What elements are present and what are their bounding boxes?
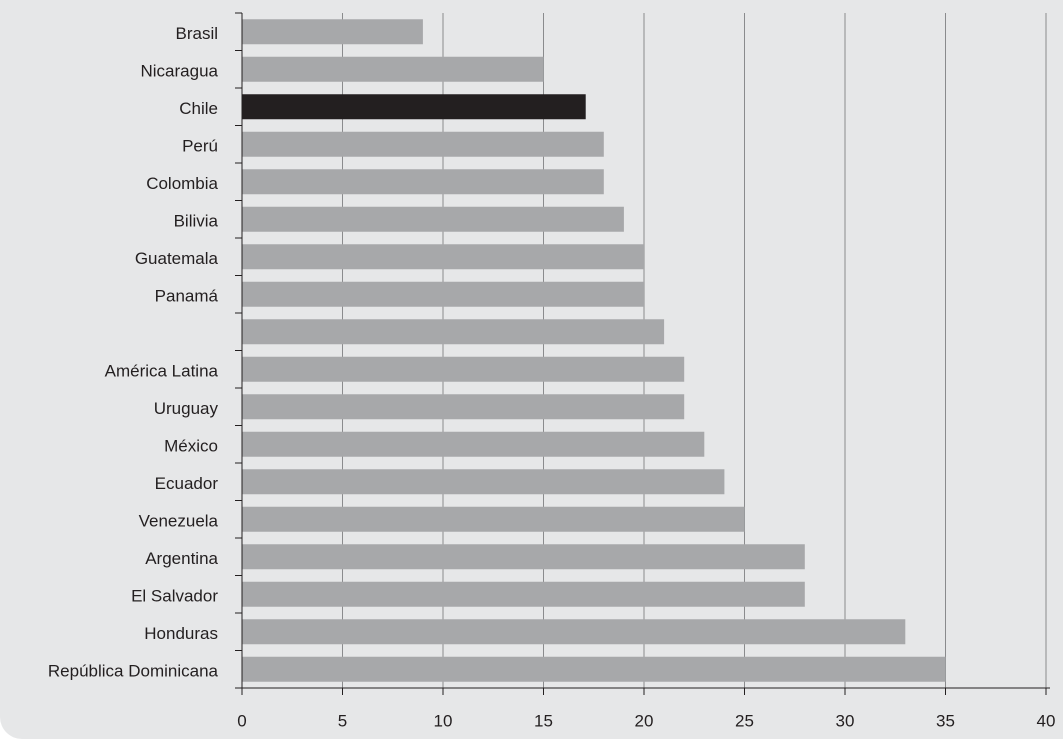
y-tick-label: Brasil [175, 24, 218, 43]
x-tick-label: 15 [534, 711, 553, 730]
bar [242, 281, 644, 307]
x-tick-label: 10 [434, 711, 453, 730]
y-tick-label: República Dominicana [48, 662, 219, 681]
bar [242, 581, 805, 607]
x-tick-label: 5 [338, 711, 347, 730]
y-tick-label: Colombia [146, 174, 218, 193]
y-tick-label: Panamá [155, 287, 219, 306]
bar [242, 244, 644, 270]
bar [242, 469, 725, 495]
y-tick-label: Nicaragua [141, 62, 219, 81]
x-tick-label: 40 [1037, 711, 1056, 730]
y-tick-label: Bilivia [174, 212, 219, 231]
y-tick-label: Venezuela [139, 512, 219, 531]
bar [242, 206, 624, 232]
bar [242, 544, 805, 570]
bar [242, 169, 604, 195]
bar [242, 656, 946, 682]
bar [242, 56, 544, 82]
y-tick-label: México [164, 437, 218, 456]
x-tick-label: 30 [836, 711, 855, 730]
bar [242, 131, 604, 157]
bar [242, 619, 906, 645]
bar [242, 394, 685, 420]
x-tick-label: 0 [237, 711, 246, 730]
y-tick-label: Honduras [144, 624, 218, 643]
x-tick-label: 25 [735, 711, 754, 730]
bar [242, 431, 705, 457]
y-tick-label: Uruguay [154, 399, 219, 418]
bar [242, 356, 685, 382]
bar [242, 19, 423, 45]
y-tick-label: El Salvador [131, 587, 218, 606]
x-tick-label: 35 [936, 711, 955, 730]
y-tick-label: Ecuador [155, 474, 219, 493]
y-tick-label: América Latina [105, 362, 219, 381]
y-tick-label: Guatemala [135, 249, 219, 268]
y-tick-label: Argentina [145, 549, 218, 568]
y-tick-label: Chile [179, 99, 218, 118]
bar [242, 319, 665, 345]
bar [242, 94, 586, 120]
y-tick-label: Perú [182, 137, 218, 156]
x-tick-label: 20 [635, 711, 654, 730]
bar [242, 506, 745, 532]
